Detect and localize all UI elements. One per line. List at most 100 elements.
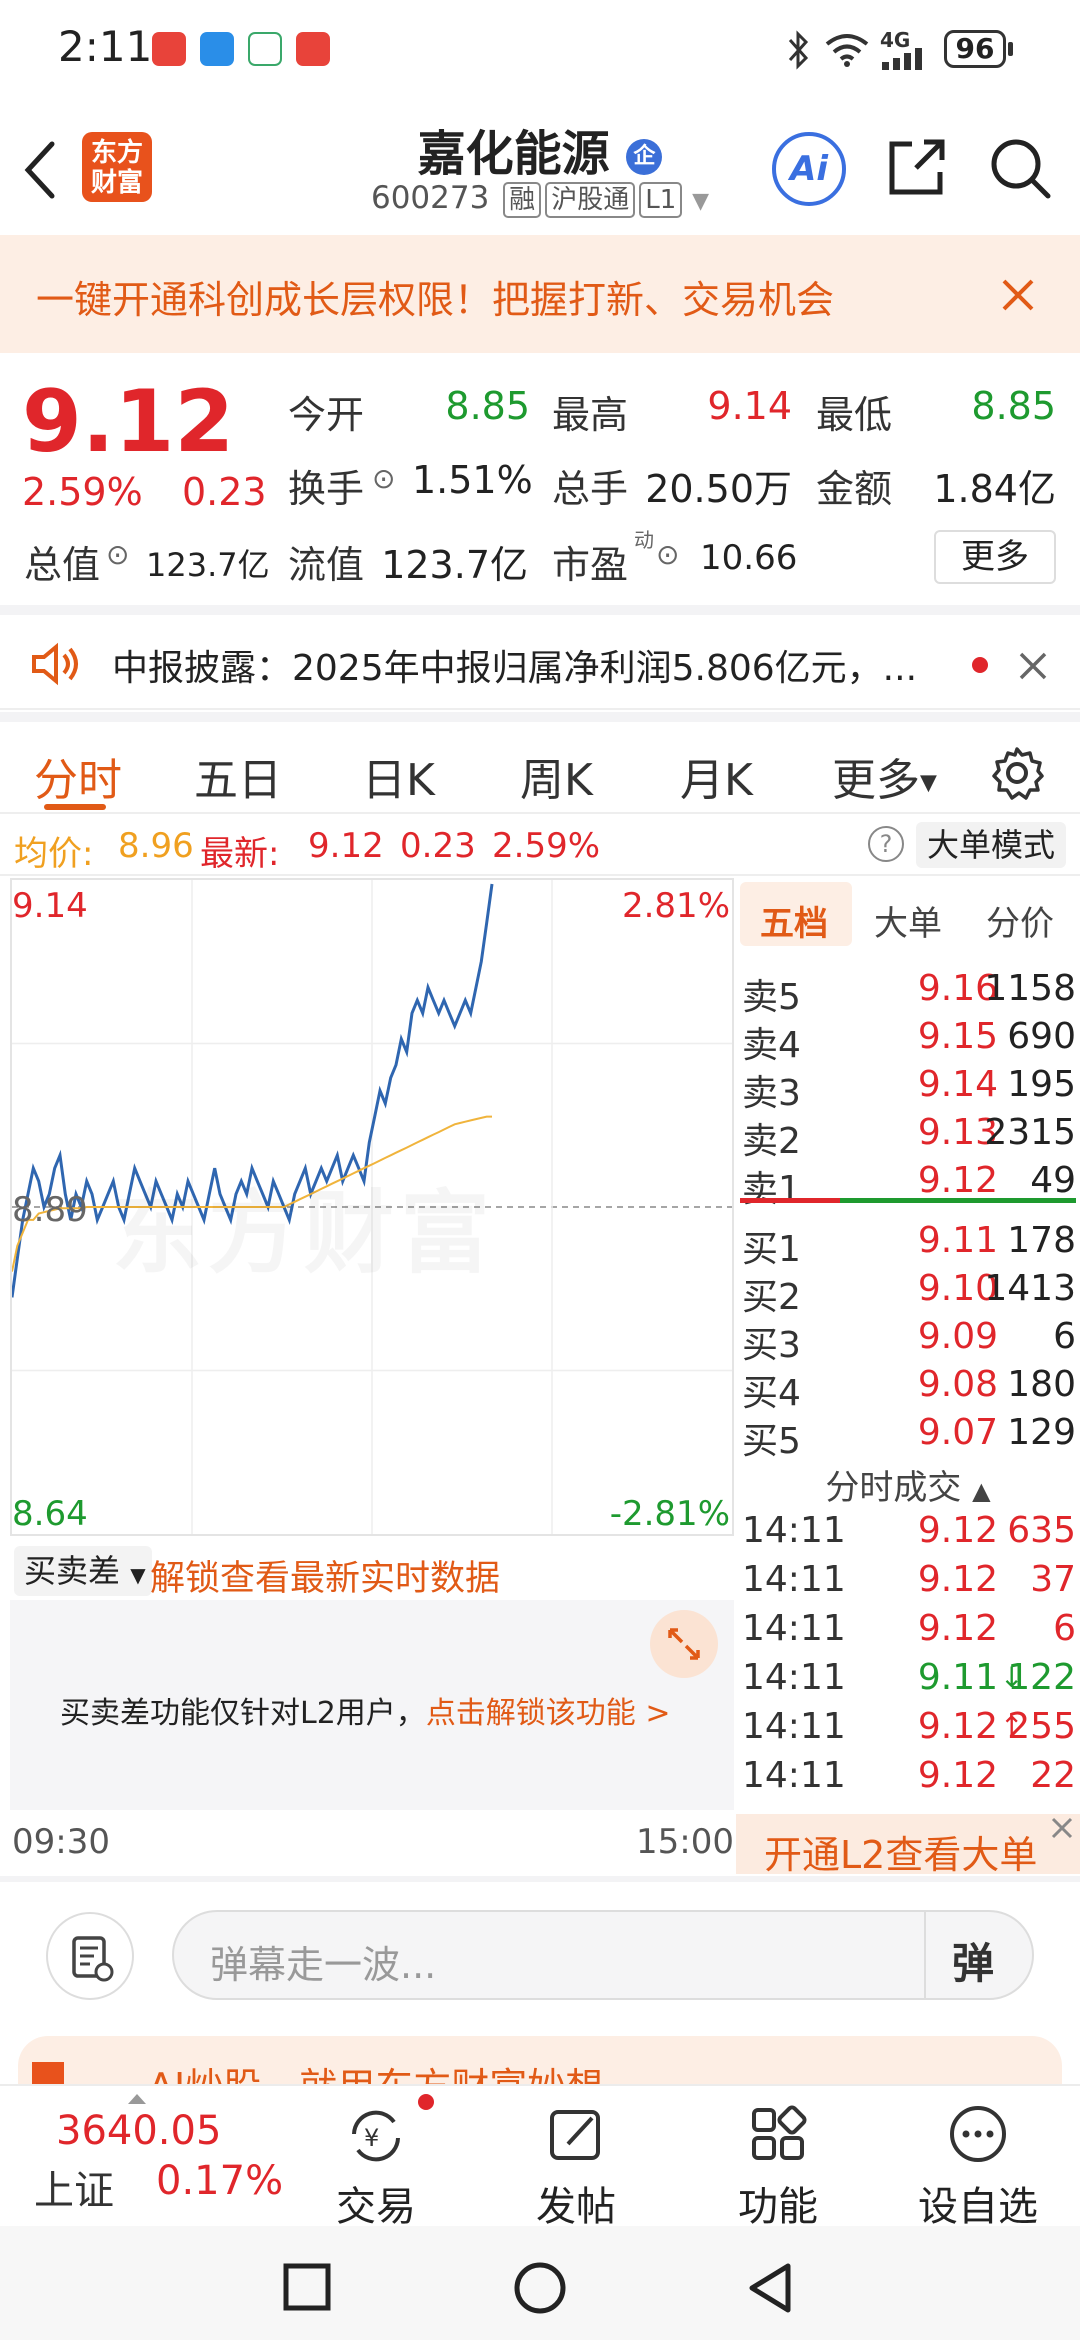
promo-banner[interactable]: 一键开通科创成长层权限！把握打新、交易机会 (0, 235, 1080, 353)
close-icon[interactable] (1018, 651, 1048, 681)
expand-arrows (668, 1628, 700, 1660)
ask-row[interactable]: 卖2 9.13 2315 (742, 1112, 1076, 1162)
trade-row: 14:11 9.12 6 (742, 1608, 1076, 1656)
bid-price: 9.08 (917, 1364, 998, 1405)
trade-time: 14:11 (742, 1657, 846, 1698)
tab-weekly-k[interactable]: 周K (520, 755, 593, 806)
tab-five-levels[interactable]: 五档 (760, 904, 828, 944)
ask-label: 卖2 (742, 1121, 801, 1162)
bid-volume: 129 (1007, 1412, 1076, 1453)
trade-time: 14:11 (742, 1608, 846, 1649)
bid-row[interactable]: 买5 9.07 129 (742, 1412, 1076, 1462)
l2-upgrade-bar[interactable]: 开通L2查看大单 (736, 1814, 1080, 1877)
ask-row[interactable]: 卖5 9.16 1158 (742, 968, 1076, 1018)
bid-row[interactable]: 买2 9.10 1413 (742, 1268, 1076, 1318)
tab-monthly-k[interactable]: 月K (680, 755, 753, 806)
huawei-app-icon (152, 32, 186, 66)
nav-post-label: 发帖 (536, 2184, 616, 2230)
pe-value: 10.66 (700, 538, 798, 578)
danmaku-input[interactable]: 弹幕走一波... 弹 (172, 1910, 1034, 2000)
trade-row: 14:11 9.12 635 (742, 1510, 1076, 1558)
tag-level: L1 (639, 182, 683, 218)
trade-row: 14:11 9.11 ↓ 122 (742, 1657, 1076, 1705)
spread-locked-panel[interactable]: 买卖差功能仅针对L2用户，点击解锁该功能 > (10, 1600, 734, 1810)
status-time: 2:11 (58, 22, 153, 71)
ask-volume: 690 (1007, 1016, 1076, 1057)
battery-tip (1008, 42, 1013, 56)
bid-price: 9.11 (917, 1220, 998, 1261)
high-value: 9.14 (707, 384, 792, 428)
ask-ratio-bar (740, 1198, 840, 1203)
help-icon[interactable]: ? (868, 826, 904, 862)
info-icon[interactable]: ⊙ (372, 462, 396, 495)
ask-label: 卖1 (742, 1169, 801, 1210)
caret-up-icon: ▲ (972, 1477, 991, 1505)
ask-volume: 195 (1007, 1064, 1076, 1105)
trades-title[interactable]: 分时成交 ▲ (736, 1460, 1080, 1509)
nav-functions-label: 功能 (738, 2184, 818, 2230)
stock-name: 嘉化能源 企 (0, 114, 1080, 184)
tag-connect: 沪股通 (545, 182, 636, 218)
x-end-label: 15:00 (636, 1822, 734, 1862)
info-icon[interactable]: ⊙ (656, 538, 680, 571)
stock-code-row[interactable]: 600273 融沪股通 L1 ▼ (0, 180, 1080, 218)
tab-daily-k[interactable]: 日K (362, 755, 435, 806)
danmaku-send-button[interactable]: 弹 (924, 1912, 1032, 1998)
close-icon[interactable] (1050, 1816, 1074, 1840)
back-nav-icon[interactable] (744, 2260, 796, 2316)
danmaku-settings-icon[interactable] (46, 1912, 134, 2000)
gear-icon[interactable] (990, 746, 1044, 800)
trades-title-label: 分时成交 (825, 1468, 962, 1508)
unlock-link[interactable]: 解锁查看最新实时数据 (150, 1559, 501, 1599)
trade-price: 9.12 (917, 1608, 998, 1649)
dropdown-icon: ▼ (692, 189, 710, 214)
chart-tabs: 分时 五日 日K 周K 月K 更多▼ (0, 712, 1080, 814)
ask-price: 9.12 (917, 1160, 998, 1201)
info-icon[interactable]: ⊙ (106, 538, 130, 571)
spread-message: 买卖差功能仅针对L2用户，点击解锁该功能 > (60, 1688, 671, 1732)
bid-row[interactable]: 买4 9.08 180 (742, 1364, 1076, 1414)
ask-row[interactable]: 卖4 9.15 690 (742, 1016, 1076, 1066)
expand-icon[interactable] (650, 1610, 718, 1678)
trade-row: 14:11 9.12 37 (742, 1559, 1076, 1607)
stock-title: 嘉化能源 (417, 126, 610, 182)
eastmoney-logo[interactable]: 东方 财富 (82, 132, 152, 202)
tab-price-dist[interactable]: 分价 (986, 904, 1054, 944)
bid-row[interactable]: 买3 9.09 6 (742, 1316, 1076, 1366)
mktcap-label: 总值 (24, 543, 101, 587)
trade-time: 14:11 (742, 1755, 846, 1796)
avg-label: 均价: (14, 834, 94, 874)
share-icon[interactable] (886, 136, 948, 198)
back-icon[interactable] (20, 140, 60, 200)
spread-selector[interactable]: 买卖差 ▼ (14, 1546, 152, 1596)
unread-dot (972, 657, 988, 673)
bid-label: 买4 (742, 1373, 801, 1414)
intraday-chart[interactable]: 东方财富 9.14 2.81% 8.89 8.64 -2.81% (10, 878, 734, 1536)
avg-value: 8.96 (118, 826, 194, 866)
ask-volume: 49 (1030, 1160, 1076, 1201)
nav-watchlist-label: 设自选 (918, 2184, 1038, 2230)
trade-volume: 635 (1007, 1510, 1076, 1551)
large-order-mode-button[interactable]: 大单模式 (916, 822, 1066, 868)
search-icon[interactable] (988, 136, 1052, 200)
more-button[interactable]: 更多 (934, 530, 1056, 584)
home-icon[interactable] (512, 2260, 568, 2316)
index-ticker[interactable]: 3640.05 上证 0.17% (0, 2086, 300, 2226)
ask-label: 卖3 (742, 1073, 801, 1114)
bid-volume: 178 (1007, 1220, 1076, 1261)
tab-more[interactable]: 更多▼ (832, 744, 937, 808)
caret-down-icon: ▼ (920, 770, 937, 796)
notice-bar[interactable]: 中报披露：2025年中报归属净利润5.806亿元，... (0, 605, 1080, 710)
l2-text: 开通L2查看大单 (764, 1833, 1038, 1877)
recents-icon[interactable] (282, 2262, 332, 2312)
ask-row[interactable]: 卖1 9.12 49 (742, 1160, 1076, 1210)
bid-row[interactable]: 买1 9.11 178 (742, 1220, 1076, 1270)
tab-five-day[interactable]: 五日 (194, 755, 282, 806)
close-icon[interactable] (1000, 277, 1036, 313)
tab-large-orders[interactable]: 大单 (874, 904, 942, 944)
ai-button[interactable]: Ai (772, 132, 846, 206)
tab-intraday[interactable]: 分时 (34, 755, 122, 806)
ask-row[interactable]: 卖3 9.14 195 (742, 1064, 1076, 1114)
index-change: 0.17% (156, 2158, 284, 2204)
unlock-feature-link[interactable]: 点击解锁该功能 > (425, 1696, 671, 1731)
